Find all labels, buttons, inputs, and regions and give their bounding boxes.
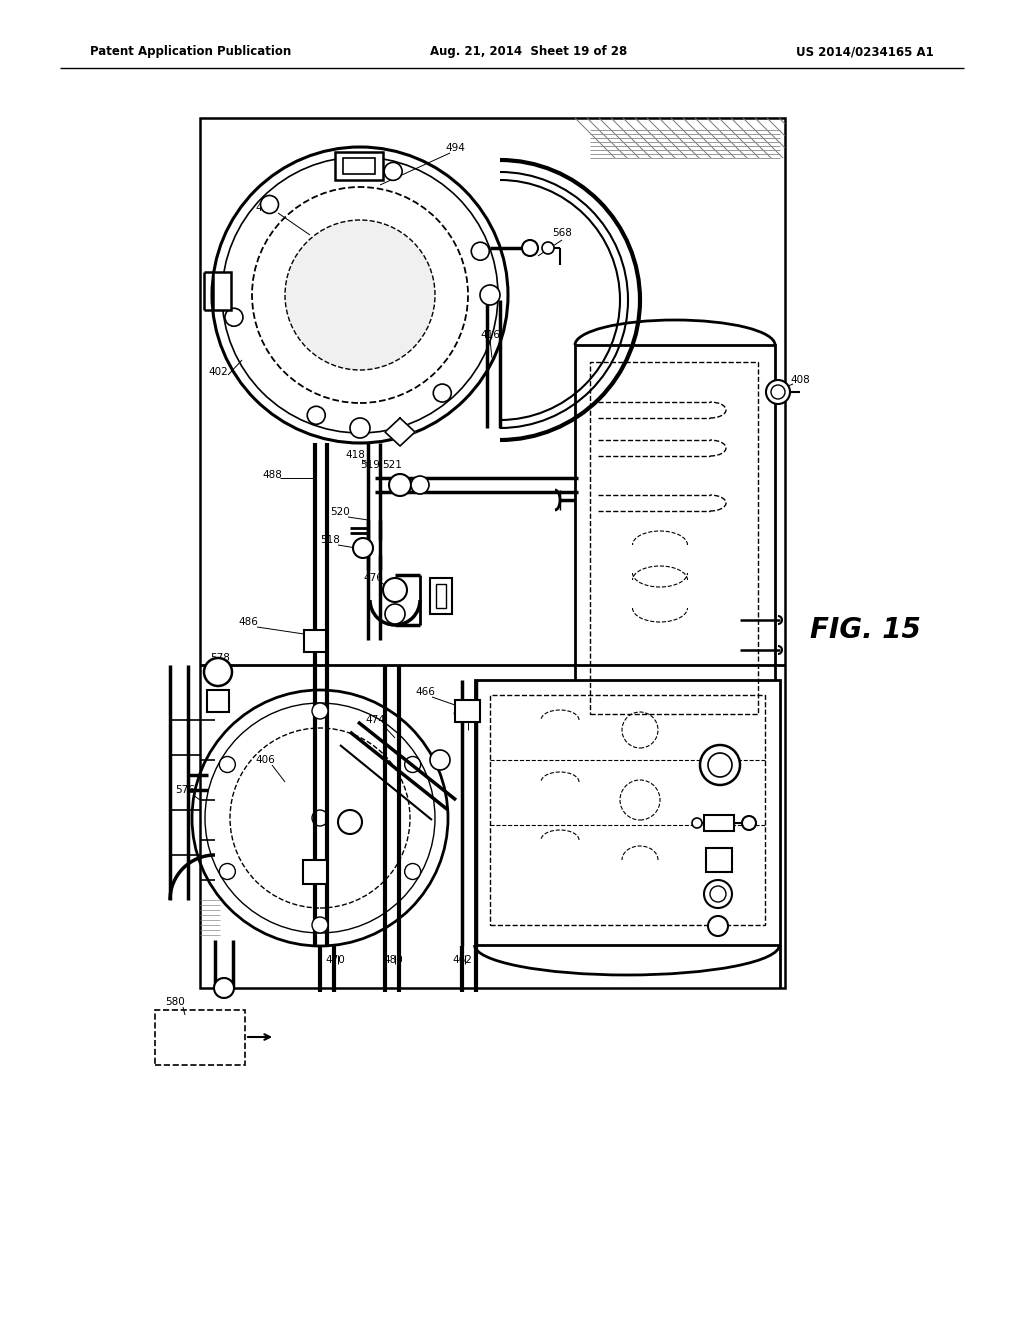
- Text: 580: 580: [165, 997, 185, 1007]
- Circle shape: [260, 195, 279, 214]
- Circle shape: [708, 916, 728, 936]
- Circle shape: [542, 242, 554, 253]
- Bar: [213, 272, 231, 310]
- Bar: [575, 345, 775, 730]
- Circle shape: [433, 384, 452, 403]
- Text: 486: 486: [238, 616, 258, 627]
- Circle shape: [404, 756, 421, 772]
- Text: Patent Application Publication: Patent Application Publication: [90, 45, 291, 58]
- Text: FIG. 15: FIG. 15: [810, 616, 921, 644]
- Circle shape: [204, 657, 232, 686]
- Bar: [705, 814, 734, 832]
- Text: 520: 520: [330, 507, 350, 517]
- Circle shape: [480, 285, 500, 305]
- Circle shape: [771, 385, 785, 399]
- Circle shape: [338, 810, 362, 834]
- Text: 521: 521: [382, 459, 402, 470]
- Text: 408: 408: [791, 375, 810, 385]
- Text: 494: 494: [445, 143, 465, 153]
- Circle shape: [312, 917, 328, 933]
- Bar: [706, 847, 732, 873]
- Bar: [590, 362, 758, 714]
- Text: 418: 418: [345, 450, 365, 459]
- Circle shape: [383, 578, 407, 602]
- Text: 568: 568: [552, 228, 572, 238]
- Bar: [343, 158, 375, 174]
- Text: Aug. 21, 2014  Sheet 19 of 28: Aug. 21, 2014 Sheet 19 of 28: [430, 45, 628, 58]
- Text: 416: 416: [480, 330, 500, 341]
- Text: US 2014/0234165 A1: US 2014/0234165 A1: [797, 45, 934, 58]
- Text: 480: 480: [383, 954, 402, 965]
- Circle shape: [350, 418, 370, 438]
- Bar: [475, 680, 780, 945]
- Circle shape: [307, 407, 326, 424]
- Circle shape: [353, 539, 373, 558]
- Text: 474: 474: [366, 715, 385, 725]
- Circle shape: [214, 978, 234, 998]
- Circle shape: [384, 162, 402, 181]
- Text: 464: 464: [452, 708, 472, 718]
- Bar: [490, 696, 765, 925]
- Bar: [207, 690, 229, 711]
- Circle shape: [312, 704, 328, 719]
- Circle shape: [385, 605, 406, 624]
- Text: 476: 476: [364, 573, 383, 583]
- Circle shape: [710, 886, 726, 902]
- Circle shape: [430, 750, 450, 770]
- Circle shape: [766, 380, 790, 404]
- Circle shape: [219, 756, 236, 772]
- Circle shape: [471, 243, 489, 260]
- Bar: [335, 152, 383, 180]
- Text: 576: 576: [175, 785, 195, 795]
- Circle shape: [312, 810, 328, 826]
- Circle shape: [285, 220, 435, 370]
- Bar: [200, 117, 785, 987]
- Bar: [430, 578, 452, 614]
- Text: 488: 488: [262, 470, 282, 480]
- Text: 462: 462: [452, 954, 472, 965]
- Text: 434: 434: [255, 203, 274, 213]
- Text: 406: 406: [255, 755, 274, 766]
- Circle shape: [705, 880, 732, 908]
- Circle shape: [700, 744, 740, 785]
- Bar: [436, 583, 446, 609]
- Circle shape: [692, 818, 702, 828]
- Circle shape: [522, 240, 538, 256]
- Text: 482: 482: [306, 867, 326, 876]
- Circle shape: [225, 309, 243, 326]
- Circle shape: [742, 816, 756, 830]
- Circle shape: [411, 477, 429, 494]
- Polygon shape: [385, 418, 415, 446]
- Circle shape: [389, 474, 411, 496]
- Circle shape: [219, 863, 236, 879]
- Circle shape: [708, 752, 732, 777]
- Bar: [303, 861, 327, 884]
- Circle shape: [404, 863, 421, 879]
- Text: 402: 402: [208, 367, 228, 378]
- Text: 519: 519: [360, 459, 380, 470]
- Text: 466: 466: [415, 686, 435, 697]
- Text: 470: 470: [326, 954, 345, 965]
- Bar: [155, 1010, 245, 1065]
- Text: 578: 578: [210, 653, 230, 663]
- Bar: [304, 630, 326, 652]
- Text: 518: 518: [321, 535, 340, 545]
- Bar: [455, 700, 480, 722]
